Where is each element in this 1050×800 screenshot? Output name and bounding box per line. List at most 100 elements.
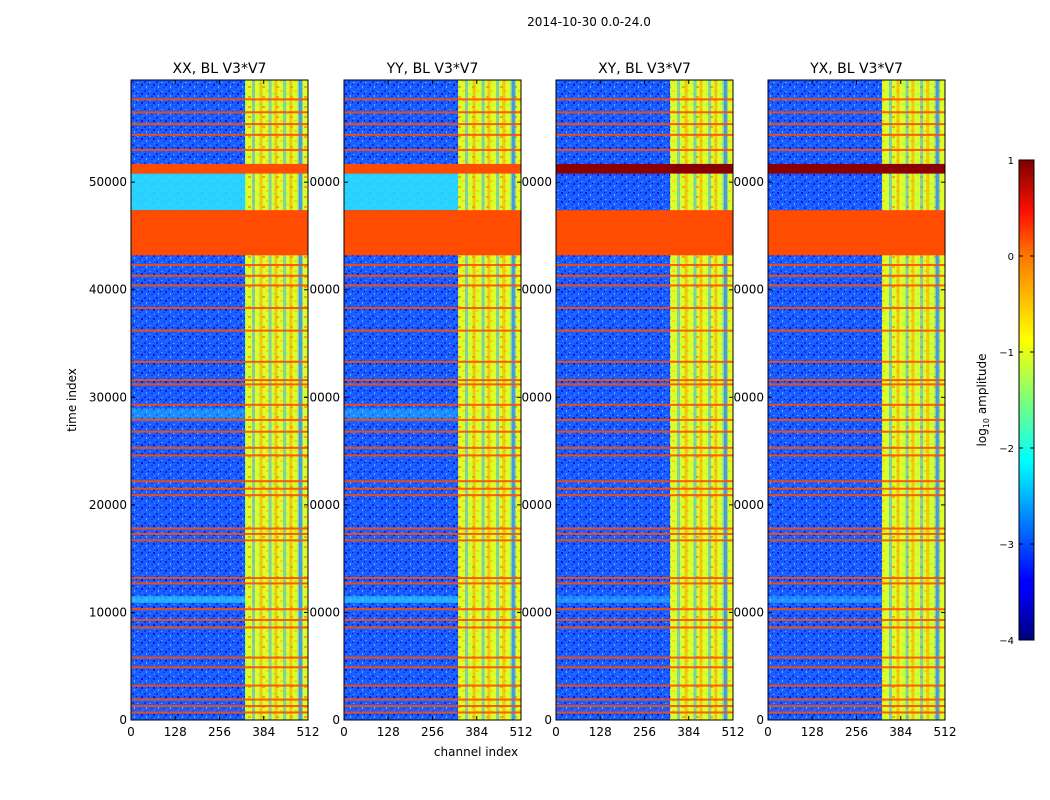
flag-line (131, 446, 308, 449)
flag-line (556, 608, 733, 611)
flag-line (556, 418, 733, 421)
flag-line (768, 98, 945, 101)
flag-line (131, 307, 308, 310)
flag-line (768, 446, 945, 449)
flag-line (344, 494, 521, 497)
flag-line (131, 454, 308, 457)
rfi-channel-line (502, 80, 506, 720)
x-tick-label: 0 (127, 725, 135, 739)
flag-line (556, 403, 733, 406)
flag-line (768, 329, 945, 332)
heatmap-image (556, 80, 733, 720)
flag-line (556, 284, 733, 287)
flag-line (768, 284, 945, 287)
y-tick-label: 0000 (733, 605, 764, 619)
flag-line (768, 656, 945, 659)
colorbar-label-base: log (975, 428, 989, 446)
flag-line (131, 698, 308, 701)
rfi-channel-line (274, 80, 278, 720)
flag-line (556, 98, 733, 101)
flag-line (556, 711, 733, 714)
flag-line (556, 656, 733, 659)
y-tick-label: 0000 (733, 498, 764, 512)
cyan-band (131, 408, 246, 419)
flag-line (131, 656, 308, 659)
flag-line (768, 360, 945, 363)
flag-line (556, 264, 733, 267)
rfi-channel-line (714, 80, 718, 720)
colorbar-tick-label: 1 (1008, 156, 1014, 167)
flag-line (131, 532, 308, 535)
flag-line (556, 329, 733, 332)
flag-line (556, 430, 733, 433)
flag-line (344, 111, 521, 114)
flagged-range (131, 210, 308, 256)
y-tick-label: 40000 (89, 283, 127, 297)
flag-line (344, 446, 521, 449)
flag-line (344, 284, 521, 287)
x-tick-label: 256 (208, 725, 231, 739)
flag-line (768, 684, 945, 687)
flag-line (768, 711, 945, 714)
y-tick-label: 0000 (733, 175, 764, 189)
flag-line (131, 264, 308, 267)
x-tick-label: 512 (934, 725, 957, 739)
flag-line (556, 527, 733, 530)
flag-line (131, 711, 308, 714)
y-tick-label: 10000 (89, 605, 127, 619)
rfi-channel-line (699, 80, 703, 720)
flag-line (344, 383, 521, 386)
flag-line (344, 666, 521, 669)
y-tick-label: 0000 (521, 605, 552, 619)
colorbar-tick-label: −4 (999, 636, 1014, 647)
flag-line (131, 133, 308, 136)
y-tick-label: 0000 (733, 390, 764, 404)
colorbar-tick-label: −2 (999, 444, 1014, 455)
panel-title: XX, BL V3*V7 (173, 61, 267, 77)
flag-line (344, 684, 521, 687)
flag-line (344, 582, 521, 585)
flag-line (131, 284, 308, 287)
flag-line (344, 360, 521, 363)
panel-xx: XX, BL V3*V7 0 128 256 384 512 0 10000 20000 3000… (89, 61, 320, 739)
y-tick-label: 0000 (309, 498, 340, 512)
heatmap-image (131, 80, 308, 720)
rfi-channel-line (676, 80, 680, 720)
flag-line (556, 123, 733, 126)
rfi-gap (936, 80, 940, 720)
colorbar-label: log10 amplitude (975, 354, 991, 447)
rfi-channel-line (896, 80, 900, 720)
x-axis-label: channel index (434, 745, 518, 759)
y-tick-label: 0000 (521, 283, 552, 297)
flag-line (344, 430, 521, 433)
flag-line (344, 656, 521, 659)
flag-line (344, 626, 521, 629)
flag-line (768, 264, 945, 267)
flag-line (768, 527, 945, 530)
flag-line (768, 577, 945, 580)
colorbar-tick-label: −1 (999, 348, 1014, 359)
rfi-gap (299, 80, 303, 720)
y-tick-label: 0000 (733, 283, 764, 297)
flag-line (768, 111, 945, 114)
colorbar-label-sub: 10 (982, 418, 991, 428)
flag-line (131, 383, 308, 386)
flag-line (768, 705, 945, 708)
panel-yx: YX, BL V3*V70 128 256 384 512000000000000000… (733, 61, 956, 739)
y-tick-label: 30000 (89, 390, 127, 404)
flag-line (131, 666, 308, 669)
flag-line (131, 539, 308, 542)
rfi-gap (724, 80, 728, 720)
flag-line (556, 618, 733, 621)
rfi-channel-line (911, 80, 915, 720)
cyan-band (344, 408, 459, 419)
flag-line (768, 608, 945, 611)
flag-line (344, 264, 521, 267)
flag-line (768, 383, 945, 386)
x-tick-label: 0 (764, 725, 772, 739)
flag-line (344, 487, 521, 490)
y-tick-label: 0000 (521, 498, 552, 512)
flag-line (768, 133, 945, 136)
flag-line (768, 582, 945, 585)
